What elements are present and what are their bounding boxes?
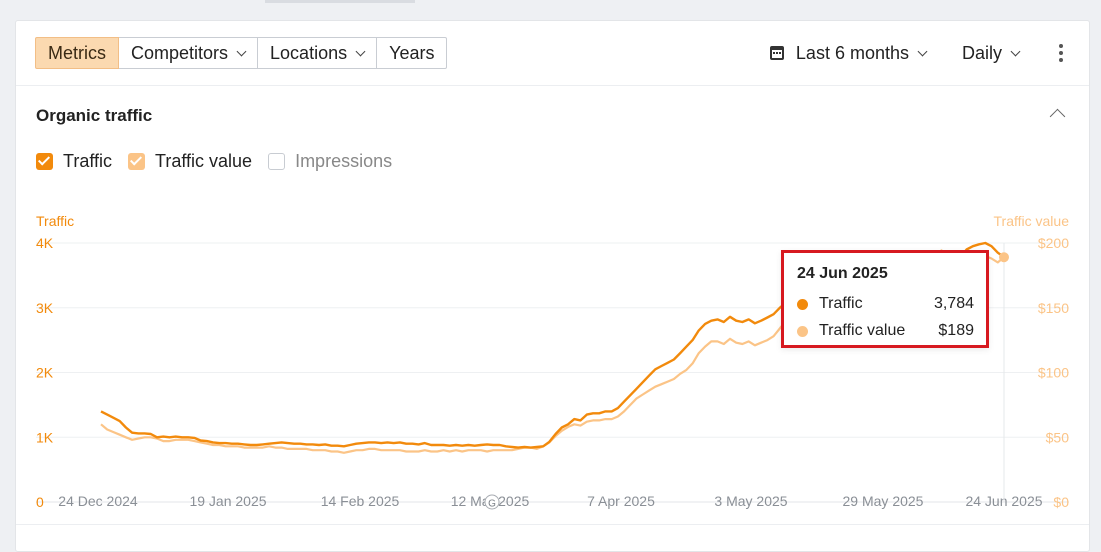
tab-years[interactable]: Years — [376, 37, 448, 69]
tab-metrics[interactable]: Metrics — [35, 37, 119, 69]
tooltip-traffic-value-value: $189 — [938, 322, 974, 339]
tooltip-row-traffic: Traffic 3,784 — [797, 295, 974, 313]
legend-traffic-value[interactable]: Traffic value — [128, 151, 252, 172]
x-tick-label: 7 Apr 2025 — [587, 493, 655, 509]
x-tick-label: 14 Feb 2025 — [321, 493, 400, 509]
annotation-marker[interactable]: G — [484, 494, 500, 510]
legend-impressions-label: Impressions — [295, 151, 393, 171]
traffic-value-dot-icon — [797, 325, 808, 337]
organic-traffic-card: Metrics Competitors Locations Years Last… — [15, 20, 1090, 552]
more-vertical-icon[interactable] — [1059, 44, 1063, 62]
y2-tick-label: $100 — [1038, 365, 1069, 381]
x-tick-label: 3 May 2025 — [714, 493, 787, 509]
series-legend: Traffic Traffic value Impressions — [36, 151, 408, 172]
chevron-down-icon — [236, 46, 247, 56]
legend-impressions[interactable]: Impressions — [268, 151, 392, 172]
x-tick-label: 29 May 2025 — [843, 493, 924, 509]
chevron-down-icon — [355, 46, 366, 56]
y-tick-label: 2K — [36, 365, 54, 381]
tooltip-date: 24 Jun 2025 — [797, 265, 888, 282]
traffic-value-checkbox[interactable] — [128, 153, 146, 170]
period-label: Last 6 months — [795, 42, 909, 63]
right-tools: Last 6 months Daily — [769, 37, 1063, 69]
y2-tick-label: $0 — [1053, 494, 1069, 510]
y-tick-label: 1K — [36, 429, 54, 445]
chevron-down-icon — [917, 46, 928, 56]
tooltip-traffic-value: 3,784 — [933, 295, 974, 312]
granularity-dropdown[interactable]: Daily — [961, 42, 1021, 64]
impressions-checkbox[interactable] — [268, 153, 286, 170]
legend-traffic-label: Traffic — [63, 151, 113, 171]
y2-axis-ticks: $0 $50 $100 $150 $200 — [1038, 235, 1069, 510]
tab-years-label: Years — [389, 42, 435, 63]
y-tick-label: 3K — [36, 300, 54, 316]
legend-traffic[interactable]: Traffic — [36, 151, 112, 172]
y2-tick-label: $200 — [1038, 235, 1069, 251]
traffic-dot-icon — [797, 298, 808, 310]
tab-locations[interactable]: Locations — [257, 37, 378, 69]
legend-traffic-value-label: Traffic value — [155, 151, 253, 171]
tooltip-traffic-value-label: Traffic value — [819, 322, 906, 339]
tab-competitors[interactable]: Competitors — [118, 37, 259, 69]
x-tick-label: 19 Jan 2025 — [189, 493, 266, 509]
y-axis-title: Traffic — [36, 213, 74, 229]
tooltip-row-traffic-value: Traffic value $189 — [797, 322, 974, 340]
tab-competitors-label: Competitors — [131, 42, 229, 63]
view-tabs: Metrics Competitors Locations Years — [35, 37, 448, 69]
period-dropdown[interactable]: Last 6 months — [769, 42, 928, 64]
tab-locations-label: Locations — [270, 42, 348, 63]
chevron-up-icon[interactable] — [1049, 108, 1066, 125]
calendar-icon — [769, 46, 784, 60]
y-axis-ticks: 0 1K 2K 3K 4K — [36, 235, 54, 510]
section-title: Organic traffic — [36, 106, 153, 125]
chevron-down-icon — [1010, 46, 1021, 56]
hover-point — [999, 252, 1009, 263]
y-tick-label: 4K — [36, 235, 54, 251]
annotation-label: G — [488, 499, 496, 510]
y2-axis-title: Traffic value — [994, 213, 1070, 229]
y2-tick-label: $150 — [1038, 300, 1069, 316]
y-tick-label: 0 — [36, 494, 44, 510]
x-axis-ticks: 24 Dec 2024 19 Jan 2025 14 Feb 2025 12 Mar … — [58, 493, 1042, 509]
granularity-label: Daily — [961, 42, 1002, 63]
chart-tooltip: 24 Jun 2025 Traffic 3,784 Traffic value … — [781, 250, 989, 348]
tab-metrics-label: Metrics — [48, 42, 106, 63]
y2-tick-label: $50 — [1046, 429, 1070, 445]
card-divider — [16, 524, 1089, 525]
organic-traffic-chart[interactable]: 0 1K 2K 3K 4K $0 $50 $100 $150 $200 24 Dec 2024 1… — [16, 186, 1089, 526]
toolbar: Metrics Competitors Locations Years Last… — [16, 21, 1089, 86]
tooltip-traffic-label: Traffic — [819, 295, 863, 312]
top-scroll-stub — [265, 0, 415, 3]
x-tick-label: 24 Dec 2024 — [58, 493, 138, 509]
traffic-checkbox[interactable] — [36, 153, 53, 170]
